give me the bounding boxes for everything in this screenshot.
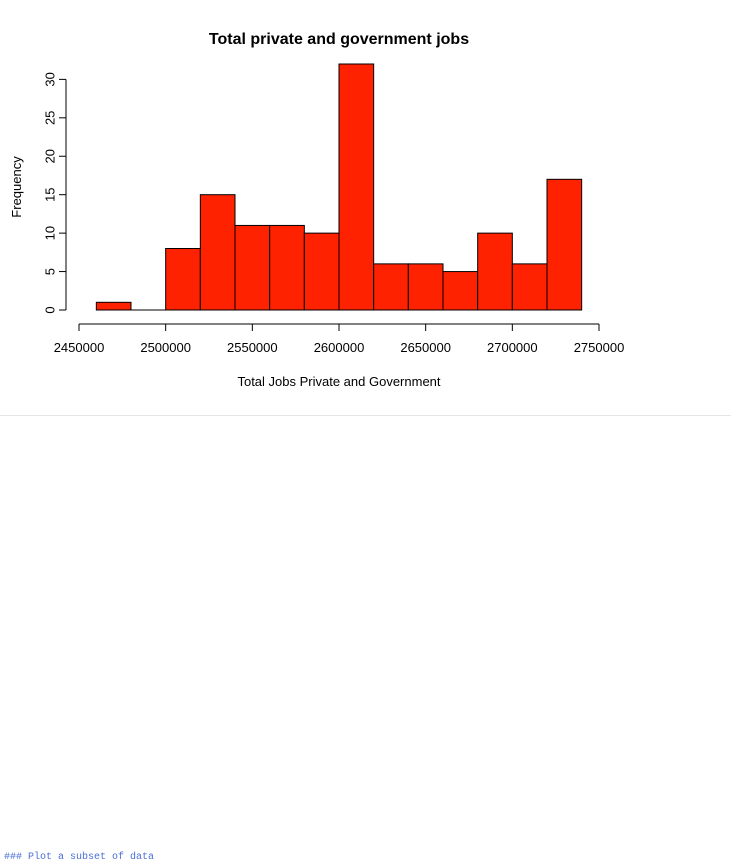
histogram-bar: [442, 271, 479, 311]
y-tick-label: 25: [43, 111, 58, 125]
histogram-bar: [477, 232, 513, 311]
histogram-bar: [269, 224, 305, 311]
histogram-bar: [303, 232, 340, 311]
x-tick-label: 2550000: [227, 340, 278, 355]
bar-group: [95, 63, 583, 311]
chart-title: Total private and government jobs: [209, 31, 469, 48]
y-tick-label: 15: [43, 187, 58, 201]
histogram-bar: [95, 301, 132, 311]
y-tick-label: 10: [43, 226, 58, 240]
y-axis-label: Frequency: [9, 156, 24, 218]
histogram-chart: Total private and government jobs Total …: [0, 0, 731, 415]
y-tick-label: 0: [43, 306, 58, 313]
notebook-cell-strip: ### Plot a subset of data: [0, 416, 731, 863]
y-tick-label: 20: [43, 149, 58, 163]
histogram-bar: [511, 263, 548, 311]
x-axis-label: Total Jobs Private and Government: [237, 374, 440, 389]
histogram-svg: Total private and government jobs Total …: [9, 31, 625, 389]
x-tick-label: 2450000: [54, 340, 105, 355]
histogram-bar: [199, 194, 236, 311]
y-tick-label: 30: [43, 72, 58, 86]
x-axis: 2450000 2500000 2550000 2600000 2650000 27000…: [54, 323, 625, 355]
histogram-bar: [165, 248, 201, 311]
x-tick-label: 2650000: [400, 340, 451, 355]
histogram-bar: [546, 178, 583, 311]
histogram-bar: [373, 263, 409, 311]
separator-line: [0, 415, 731, 416]
histogram-bar: [338, 63, 375, 311]
y-tick-label: 5: [43, 268, 58, 275]
x-tick-label: 2600000: [314, 340, 365, 355]
x-tick-label: 2750000: [574, 340, 625, 355]
y-axis: 0 5 10 15 20 25 30: [43, 72, 67, 314]
histogram-bar: [407, 263, 444, 311]
histogram-bar: [234, 224, 271, 311]
x-tick-label: 2500000: [140, 340, 191, 355]
code-snippet: ### Plot a subset of data: [4, 852, 155, 863]
x-tick-label: 2700000: [487, 340, 538, 355]
